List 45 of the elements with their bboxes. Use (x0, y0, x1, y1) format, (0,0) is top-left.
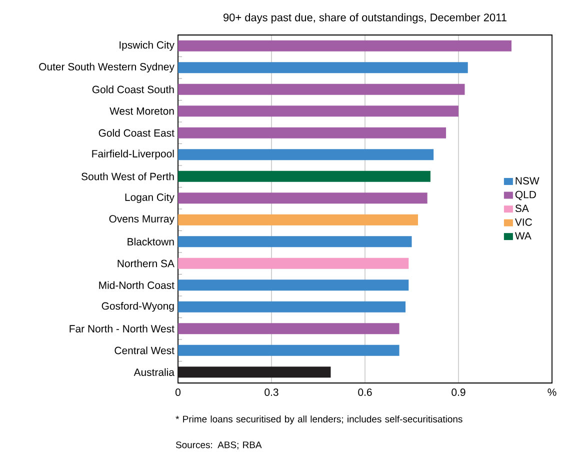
bar (178, 192, 428, 204)
bar (178, 236, 412, 248)
y-tick-label: Central West (114, 346, 174, 354)
text: * Prime loans securitised by all lenders; includes self-securitisations (176, 416, 462, 424)
y-tick-label: Logan City (125, 193, 174, 203)
y-tick-label: Ipswich City (120, 40, 174, 51)
bar (178, 344, 400, 356)
legend-label: VIC (514, 218, 532, 226)
bar (178, 84, 465, 95)
bar (178, 301, 406, 312)
y-tick-label: Northern SA (118, 260, 174, 268)
x-tick-label: 0.9 (452, 388, 466, 396)
bar (178, 258, 409, 269)
y-tick-label: Ovens Murray (109, 215, 174, 225)
x-tick-label: 0.6 (358, 388, 372, 396)
bar (178, 170, 430, 182)
y-tick-label: Mid-North Coast (99, 281, 174, 289)
bar (178, 366, 331, 378)
legend-label: NSW (516, 177, 540, 184)
y-tick-label: West Moreton (110, 107, 174, 115)
x-tick-label: % (548, 388, 556, 396)
y-tick-label: South West of Perth (82, 172, 174, 180)
y-tick-label: Gold Coast South (92, 86, 174, 94)
x-tick-label: 0.3 (264, 388, 278, 396)
bar (178, 127, 446, 138)
legend-label: QLD (515, 190, 536, 200)
x-tick-label: 0 (176, 388, 181, 396)
y-tick-label: Blacktown (128, 238, 174, 246)
y-tick-label: Outer South Western Sydney (39, 62, 174, 72)
legend-label: SA (515, 204, 529, 212)
source-note: Sources: ABS; RBA (176, 442, 262, 450)
y-tick-label: Gosford-Wyong (102, 302, 174, 312)
bar (178, 214, 418, 226)
chart-subtitle: 90+ days past due, share of outstandings, December 2011 (224, 13, 506, 24)
bar (178, 62, 468, 74)
y-tick-label: Gold Coast East (98, 129, 174, 137)
legend-label: WA (514, 232, 532, 240)
y-tick-label: Australia (134, 368, 174, 376)
bar (178, 106, 459, 117)
bar (178, 280, 409, 291)
bar (178, 149, 434, 160)
bar (178, 40, 512, 52)
bar (178, 323, 400, 334)
y-tick-label: Far North - North West (70, 324, 174, 332)
y-tick-label: Fairfield-Liverpool (92, 150, 174, 160)
